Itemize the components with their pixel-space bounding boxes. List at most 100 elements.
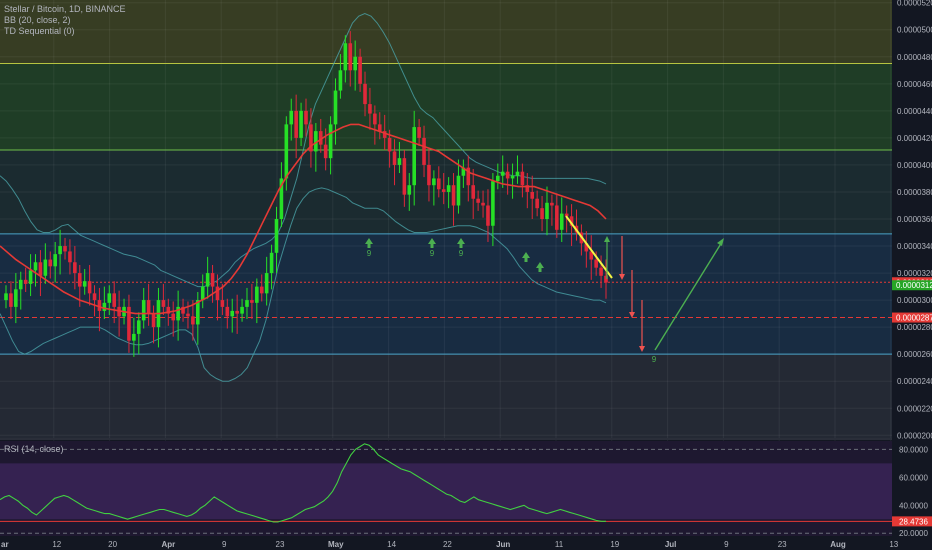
candle-body <box>432 178 436 186</box>
candle-body <box>441 189 446 192</box>
time-tick-label: 14 <box>387 540 396 549</box>
candle-body <box>151 313 156 328</box>
bollinger-bands <box>0 12 607 382</box>
symbol-label[interactable]: Stellar / Bitcoin, 1D, BINANCE <box>4 4 126 14</box>
td-indicator-label[interactable]: TD Sequential (0) <box>4 26 75 36</box>
candle-body <box>141 300 146 321</box>
candle-body <box>250 300 254 303</box>
candle-body <box>132 333 136 341</box>
candle-body <box>486 205 490 226</box>
rsi-panel[interactable] <box>0 438 932 536</box>
candle-body <box>451 185 456 206</box>
candle-body <box>446 185 451 192</box>
td-up-label: 9 <box>430 249 435 258</box>
bb-lower-line <box>0 187 607 382</box>
price-tag-label: 0.00003122 <box>896 281 932 290</box>
candle-body <box>500 171 505 176</box>
candle-body <box>456 175 461 206</box>
time-tick-label: 13 <box>889 540 898 549</box>
candle-body <box>466 167 471 186</box>
candle-body <box>540 208 544 219</box>
rsi-tick-label: 60.0000 <box>899 473 928 482</box>
candle-body <box>230 310 235 317</box>
candle-body <box>550 202 554 206</box>
candle-body <box>491 181 495 226</box>
candle-body <box>14 289 18 307</box>
price-tick-label: 0.00002600 <box>897 350 932 359</box>
candle-body <box>259 286 264 294</box>
candle-body <box>520 171 525 186</box>
candle-body <box>146 300 151 314</box>
candle-body <box>58 246 62 255</box>
time-tick-label: 20 <box>108 540 117 549</box>
candle-body <box>274 219 279 253</box>
time-tick-label: 19 <box>610 540 619 549</box>
price-tick-label: 0.00002800 <box>897 323 932 332</box>
candle-body <box>348 43 353 71</box>
candle-body <box>43 259 48 276</box>
time-tick-label: Apr <box>162 540 176 549</box>
rsi-current-tag <box>892 516 932 527</box>
red-arrow-2-head <box>629 312 635 318</box>
candle-body <box>377 124 382 132</box>
candle-body <box>427 164 431 186</box>
price-tick-label: 0.00004400 <box>897 107 932 116</box>
candle-body <box>510 175 515 179</box>
candle-body <box>525 185 530 192</box>
candle-body <box>373 113 377 125</box>
annotations-layer: 9 9 9 9 <box>365 215 724 364</box>
price-axis[interactable]: 0.00005200 0.00005000 0.00004800 0.00004600… <box>892 0 932 550</box>
candle-body <box>82 281 87 287</box>
candle-body <box>4 293 8 301</box>
price-tick-label: 0.00004200 <box>897 134 932 143</box>
price-tick-label: 0.00003400 <box>897 242 932 251</box>
candle-body <box>127 306 131 341</box>
candle-body <box>535 198 539 209</box>
candle-body <box>225 306 230 317</box>
candle-body <box>9 293 13 307</box>
candle-body <box>23 279 28 284</box>
candle-body <box>436 178 441 190</box>
candle-body <box>191 316 195 325</box>
candle-body <box>496 175 500 182</box>
candle-body <box>318 131 323 145</box>
candle-body <box>28 270 33 284</box>
time-tick-label: Jul <box>665 540 677 549</box>
candle-body <box>530 191 535 199</box>
candle-body <box>604 275 608 283</box>
rsi-indicator-label[interactable]: RSI (14, close) <box>4 444 64 454</box>
candle-body <box>402 158 407 195</box>
candle-body <box>569 216 574 226</box>
candles-layer[interactable] <box>4 31 608 357</box>
price-tag <box>892 280 932 291</box>
bb-indicator-label[interactable]: BB (20, close, 2) <box>4 15 71 25</box>
time-tick-label: 22 <box>443 540 452 549</box>
candle-body <box>515 171 520 176</box>
green-projection-arrow-head <box>717 238 724 246</box>
candle-body <box>309 124 313 152</box>
candle-body <box>181 306 185 314</box>
time-axis[interactable]: ar 12 20 Apr 9 23 May 14 22 Jun 11 19 Jul 9 23 Aug 13 <box>0 537 932 550</box>
candle-body <box>481 202 485 206</box>
price-axis-background <box>892 0 932 550</box>
candle-body <box>77 273 82 287</box>
candle-body <box>294 110 298 138</box>
rsi-background <box>0 441 892 536</box>
td-up-marker <box>365 238 373 248</box>
price-tag <box>892 312 932 323</box>
candle-body <box>264 273 269 294</box>
price-tick-label: 0.00004600 <box>897 80 932 89</box>
candle-body <box>171 313 176 321</box>
candle-body <box>545 202 549 219</box>
rsi-tick-label: 40.0000 <box>899 501 928 510</box>
rsi-line <box>0 443 606 523</box>
candle-body <box>555 205 559 230</box>
candle-body <box>387 137 392 152</box>
candle-body <box>205 273 210 287</box>
zone-1 <box>0 63 892 151</box>
candle-body <box>73 262 77 274</box>
candle-body <box>338 70 343 91</box>
candle-body <box>215 286 220 301</box>
candle-body <box>210 273 215 287</box>
